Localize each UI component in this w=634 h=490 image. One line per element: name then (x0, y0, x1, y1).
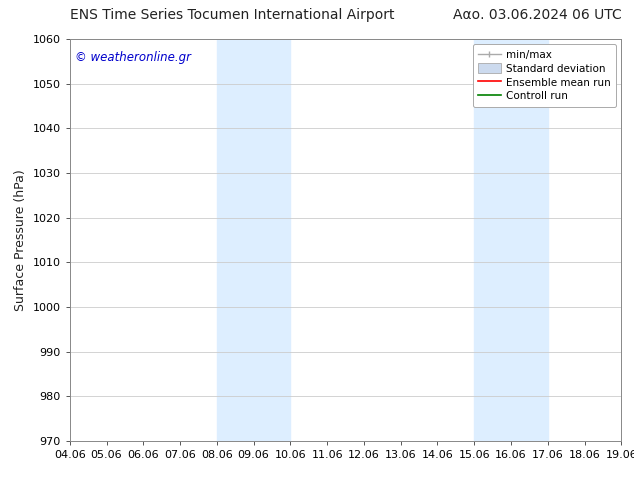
Bar (217, 39, 290, 441)
Y-axis label: Surface Pressure (hPa): Surface Pressure (hPa) (14, 169, 27, 311)
Text: ENS Time Series Tocumen International Airport: ENS Time Series Tocumen International Ai… (70, 8, 394, 22)
Bar (474, 39, 548, 441)
Text: Ααο. 03.06.2024 06 UTC: Ααο. 03.06.2024 06 UTC (453, 8, 621, 22)
Legend: min/max, Standard deviation, Ensemble mean run, Controll run: min/max, Standard deviation, Ensemble me… (473, 45, 616, 107)
Text: © weatheronline.gr: © weatheronline.gr (75, 51, 191, 64)
